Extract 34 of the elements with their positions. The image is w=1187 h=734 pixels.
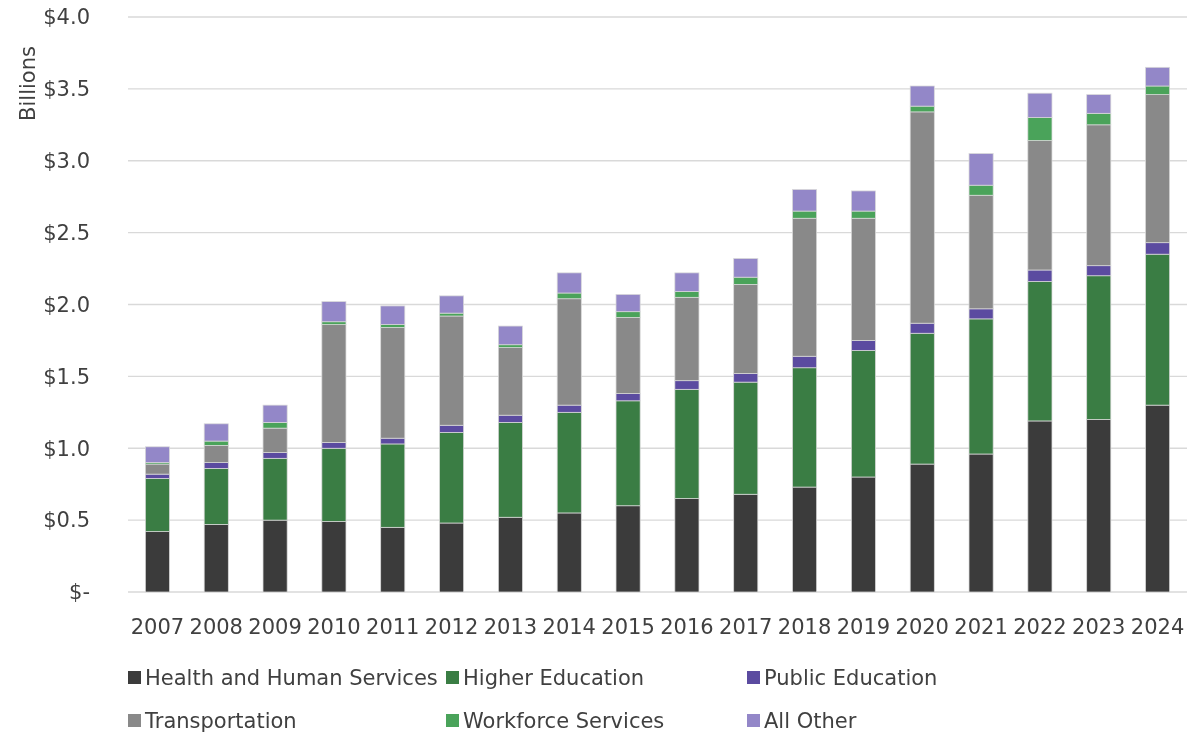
x-tick-label: 2011 [366, 615, 420, 640]
y-tick-label: $3.5 [43, 77, 90, 102]
x-tick-label: 2013 [483, 615, 538, 640]
x-tick-label: 2020 [895, 615, 949, 640]
x-tick-label: 2016 [660, 615, 714, 640]
x-tick-label: 2010 [307, 615, 361, 640]
legend-label: Workforce Services [463, 709, 665, 734]
legend-label: Transportation [144, 709, 297, 734]
y-tick-label: $0.5 [43, 508, 90, 533]
y-axis-title: Billions [16, 46, 41, 121]
legend-label: All Other [764, 709, 857, 734]
x-tick-label: 2007 [130, 615, 185, 640]
x-tick-label: 2014 [542, 615, 596, 640]
legend-label: Higher Education [463, 666, 645, 691]
legend-label: Health and Human Services [145, 666, 438, 691]
x-tick-label: 2017 [719, 615, 773, 640]
y-tick-label: $- [69, 580, 90, 605]
y-tick-label: $2.5 [43, 220, 90, 245]
x-tick-label: 2021 [954, 615, 1008, 640]
y-tick-label: $1.0 [43, 436, 90, 461]
x-tick-label: 2023 [1072, 615, 1126, 640]
x-tick-label: 2022 [1013, 615, 1067, 640]
x-tick-label: 2008 [189, 615, 243, 640]
legend-label: Public Education [764, 666, 938, 691]
x-tick-label: 2018 [777, 615, 832, 640]
y-tick-label: $4.0 [43, 5, 90, 30]
x-tick-label: 2019 [836, 615, 891, 640]
y-tick-label: $1.5 [43, 364, 90, 389]
y-tick-label: $3.0 [43, 149, 90, 174]
x-tick-label: 2015 [601, 615, 655, 640]
y-tick-label: $2.0 [43, 292, 90, 317]
x-tick-label: 2024 [1130, 615, 1185, 640]
x-tick-label: 2009 [248, 615, 302, 640]
x-tick-label: 2012 [424, 615, 479, 640]
